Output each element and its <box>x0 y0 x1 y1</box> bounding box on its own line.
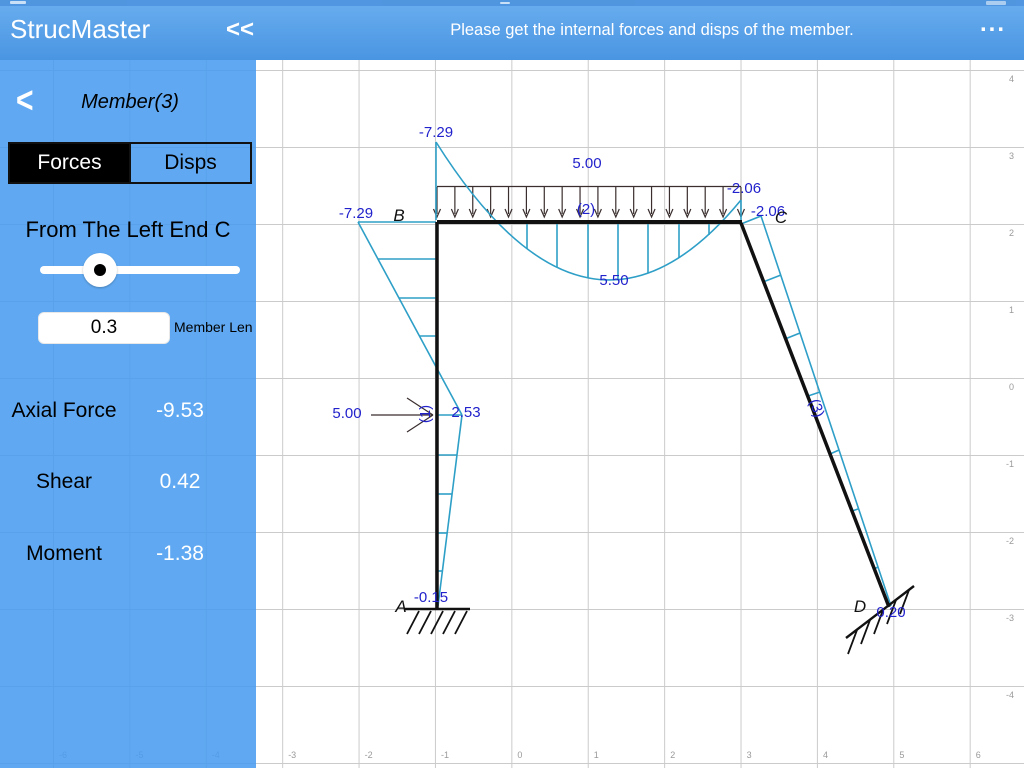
tab-disps[interactable]: Disps <box>129 144 250 182</box>
svg-text:-1: -1 <box>1006 459 1014 469</box>
status-bar <box>0 0 1024 6</box>
beam-mid-moment-value: 5.50 <box>599 272 628 289</box>
collapse-panel-button[interactable]: << <box>226 16 255 43</box>
moment-value-d: 0.20 <box>876 604 905 621</box>
svg-text:-4: -4 <box>1006 690 1014 700</box>
svg-text:6: 6 <box>976 750 981 760</box>
svg-text:-2: -2 <box>1006 536 1014 546</box>
member-1-tag: (1) <box>417 405 434 423</box>
svg-text:5: 5 <box>899 750 904 760</box>
svg-text:0: 0 <box>1009 382 1014 392</box>
svg-text:1: 1 <box>1009 305 1014 315</box>
back-button[interactable]: < <box>16 79 34 121</box>
svg-text:0: 0 <box>517 750 522 760</box>
svg-text:2: 2 <box>670 750 675 760</box>
more-menu-button[interactable]: ... <box>979 10 1006 37</box>
svg-text:4: 4 <box>823 750 828 760</box>
moment-value-b-beam: -7.29 <box>419 124 453 141</box>
moment-value-c-beam: -2.06 <box>727 180 761 197</box>
point-load-arrow <box>371 397 434 433</box>
shear-value: 0.42 <box>159 470 201 493</box>
svg-text:-3: -3 <box>1006 613 1014 623</box>
moment-value-c-column: -2.06 <box>751 203 785 220</box>
y-axis-tick-labels: 4 3 2 1 0 -1 -2 -3 -4 <box>1006 74 1014 700</box>
distributed-load <box>432 185 746 219</box>
svg-text:3: 3 <box>1009 151 1014 161</box>
member-2-tag: (2) <box>577 201 595 218</box>
svg-text:1: 1 <box>594 750 599 760</box>
result-row-moment: Moment -1.38 <box>0 542 256 584</box>
node-label-a: A <box>394 597 406 616</box>
shear-label: Shear <box>35 470 93 493</box>
position-input-label: Member Len <box>174 319 253 335</box>
position-slider[interactable] <box>40 253 240 287</box>
result-row-shear: Shear 0.42 <box>0 470 256 512</box>
tab-forces[interactable]: Forces <box>10 144 129 182</box>
axial-force-value: -9.53 <box>156 399 204 422</box>
member-title: Member(3) <box>81 91 179 113</box>
header-bar: StrucMaster << Please get the internal f… <box>0 0 1024 60</box>
node-label-c: C <box>775 208 788 227</box>
moment-diagram-column-ab <box>357 221 463 607</box>
member-3-tag: (3) <box>805 397 827 420</box>
axial-force-label: Axial Force <box>11 399 117 422</box>
slider-thumb[interactable] <box>83 253 117 287</box>
moment-value: -1.38 <box>156 542 204 565</box>
moment-diagram-beam-bc <box>435 141 742 281</box>
moment-value-b-column: -7.29 <box>339 205 373 222</box>
frame-members <box>435 220 891 608</box>
node-label-b: B <box>393 206 404 225</box>
left-panel: < Member(3) Forces Disps From The Left E… <box>0 60 256 768</box>
column-load-value: 5.00 <box>332 405 361 422</box>
moment-value-a: -0.15 <box>414 589 448 606</box>
app-title: StrucMaster <box>10 14 151 44</box>
column-mid-moment-value: 2.53 <box>451 404 480 421</box>
svg-text:3: 3 <box>747 750 752 760</box>
node-label-d: D <box>854 597 866 616</box>
svg-text:-3: -3 <box>288 750 296 760</box>
svg-text:-2: -2 <box>365 750 373 760</box>
svg-text:2: 2 <box>1009 228 1014 238</box>
position-input[interactable]: 0.3 <box>38 312 170 344</box>
slider-thumb-dot <box>94 264 106 276</box>
tab-bar: Forces Disps <box>8 142 252 184</box>
slider-label: From The Left End C <box>25 217 231 242</box>
fixed-support-a <box>404 607 470 635</box>
svg-text:-1: -1 <box>441 750 449 760</box>
fixed-support-d <box>845 585 915 655</box>
svg-text:4: 4 <box>1009 74 1014 84</box>
beam-load-value: 5.00 <box>572 155 601 172</box>
result-row-axial: Axial Force -9.53 <box>0 399 256 441</box>
moment-label: Moment <box>26 542 102 565</box>
instruction-message: Please get the internal forces and disps… <box>450 21 854 39</box>
